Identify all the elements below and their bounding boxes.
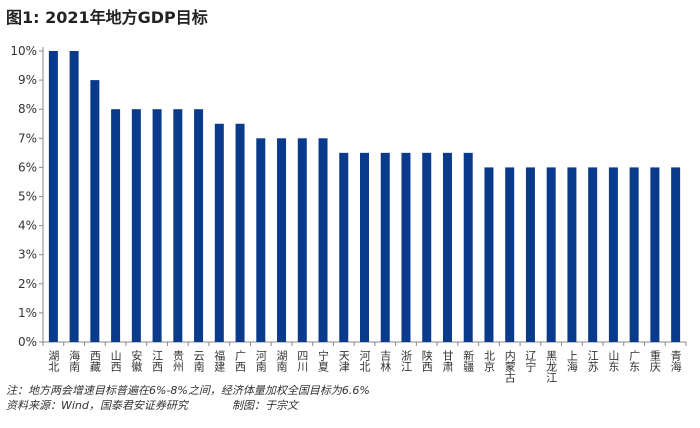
bar <box>567 167 577 342</box>
source-note: 资料来源：Wind，国泰君安证券研究 <box>6 399 188 412</box>
x-tick-label: 河南 <box>254 350 267 372</box>
x-tick-label: 天津 <box>337 350 350 372</box>
bar <box>131 109 141 342</box>
bar <box>608 167 618 342</box>
y-tick-label: 2% <box>18 277 37 291</box>
bar <box>505 167 515 342</box>
x-tick-label: 浙江 <box>399 350 412 372</box>
x-tick-label: 重庆 <box>648 349 661 373</box>
y-tick-label: 1% <box>18 306 37 320</box>
x-tick-label: 湖北 <box>47 350 60 372</box>
x-tick-label: 福建 <box>213 349 226 373</box>
x-tick-label: 安徽 <box>130 349 143 373</box>
y-tick-label: 0% <box>18 335 37 349</box>
bar <box>360 152 369 342</box>
bar <box>318 138 328 342</box>
x-tick-label: 吉林 <box>379 350 392 372</box>
bar <box>277 138 287 342</box>
y-tick-label: 4% <box>18 219 37 233</box>
x-tick-label: 四川 <box>296 350 309 372</box>
x-tick-label: 西藏 <box>88 350 101 373</box>
bar <box>214 123 224 342</box>
y-tick-label: 8% <box>18 102 37 116</box>
bar <box>152 109 162 342</box>
x-tick-label: 黑龙江 <box>545 350 558 383</box>
x-tick-label: 宁夏 <box>317 349 330 372</box>
bar <box>442 152 452 342</box>
y-tick-label: 5% <box>18 190 37 204</box>
bar <box>111 109 121 342</box>
x-tick-label: 湖南 <box>275 350 288 372</box>
y-tick-label: 10% <box>10 44 37 58</box>
bar <box>194 109 204 342</box>
x-tick-label: 江苏 <box>586 350 599 373</box>
x-tick-label: 甘肃 <box>441 350 454 373</box>
bar <box>90 80 100 342</box>
x-tick-label: 云南 <box>192 350 205 372</box>
x-tick-label: 海南 <box>68 349 81 372</box>
bar <box>48 51 58 342</box>
bar <box>173 109 183 342</box>
bar <box>297 138 307 342</box>
x-tick-label: 新疆 <box>462 349 475 372</box>
bar <box>401 152 411 342</box>
bar <box>69 51 79 342</box>
x-tick-label: 北京 <box>482 350 495 373</box>
x-tick-label: 上海 <box>565 350 578 373</box>
x-tick-label: 广东 <box>628 350 641 372</box>
x-tick-label: 河北 <box>358 350 371 372</box>
bar <box>339 152 349 342</box>
x-tick-label: 山东 <box>607 350 620 372</box>
author-note: 制图：于宗文 <box>232 399 298 412</box>
x-tick-label: 辽宁 <box>524 350 537 372</box>
bar <box>650 167 660 342</box>
y-tick-label: 9% <box>18 73 37 87</box>
bar <box>235 123 245 342</box>
x-tick-label: 陕西 <box>420 349 433 372</box>
bar <box>256 138 266 342</box>
bar <box>546 167 556 342</box>
x-tick-label: 江西 <box>151 350 164 372</box>
bar <box>484 167 494 342</box>
bar <box>380 152 390 342</box>
bar <box>671 167 681 342</box>
bar <box>629 167 639 342</box>
x-tick-label: 山西 <box>109 350 122 372</box>
y-tick-label: 7% <box>18 131 37 145</box>
x-tick-label: 贵州 <box>171 350 184 372</box>
x-tick-label: 内蒙古 <box>503 349 516 383</box>
bar <box>588 167 598 342</box>
chart-note: 注：地方两会增速目标普遍在6%-8%之间，经济体量加权全国目标为6.6% <box>6 384 370 397</box>
x-tick-label: 青海 <box>669 350 682 373</box>
y-tick-label: 3% <box>18 248 37 262</box>
chart-title: 图1: 2021年地方GDP目标 <box>6 8 208 27</box>
bar <box>525 167 535 342</box>
y-tick-label: 6% <box>18 160 37 174</box>
bar <box>422 152 432 342</box>
bar <box>463 152 473 342</box>
x-tick-label: 广西 <box>234 350 247 372</box>
